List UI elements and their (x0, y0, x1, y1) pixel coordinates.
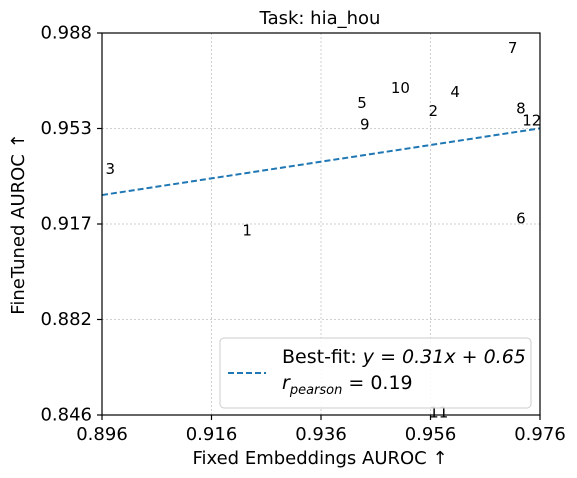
data-point-label: 2 (428, 102, 438, 120)
data-point-label: 8 (516, 99, 526, 117)
x-axis-label: Fixed Embeddings AUROC ↑ (192, 448, 447, 469)
data-point-label: 6 (516, 210, 526, 228)
data-point-label: 4 (450, 83, 460, 101)
axes: 0.896 0.916 0.936 0.956 0.976 0.846 0.882 0.917… (40, 23, 565, 446)
y-tick-label: 0.988 (40, 23, 92, 44)
y-tick-label: 0.846 (40, 405, 92, 426)
fit-line-layer (101, 127, 541, 197)
data-point-label: 1 (242, 222, 252, 240)
best-fit-line (101, 127, 541, 197)
x-tick-label: 0.976 (514, 424, 566, 445)
legend-r-label: rpearson = 0.19 (282, 372, 413, 398)
x-tick-label: 0.916 (186, 424, 238, 445)
data-point-label: 12 (522, 111, 541, 129)
y-tick-label: 0.953 (40, 118, 92, 139)
data-point-label: 10 (391, 79, 410, 97)
legend-fit-label: Best-fit: y = 0.31x + 0.65 (282, 346, 526, 368)
x-tick-label: 0.896 (76, 424, 128, 445)
legend: Best-fit: y = 0.31x + 0.65 rpearson = 0.… (219, 337, 532, 409)
data-point-label: 7 (508, 39, 518, 57)
x-tick-label: 0.956 (405, 424, 457, 445)
y-tick-label: 0.917 (40, 214, 92, 235)
legend-box (219, 337, 532, 409)
data-point-label: 3 (105, 160, 115, 178)
chart-title: Task: hia_hou (259, 8, 381, 29)
y-axis-label: FineTuned AUROC ↑ (8, 133, 29, 314)
data-point-label: 5 (357, 94, 367, 112)
data-point-label: 9 (360, 115, 370, 133)
y-tick-label: 0.882 (40, 309, 92, 330)
x-tick-label: 0.936 (295, 424, 347, 445)
